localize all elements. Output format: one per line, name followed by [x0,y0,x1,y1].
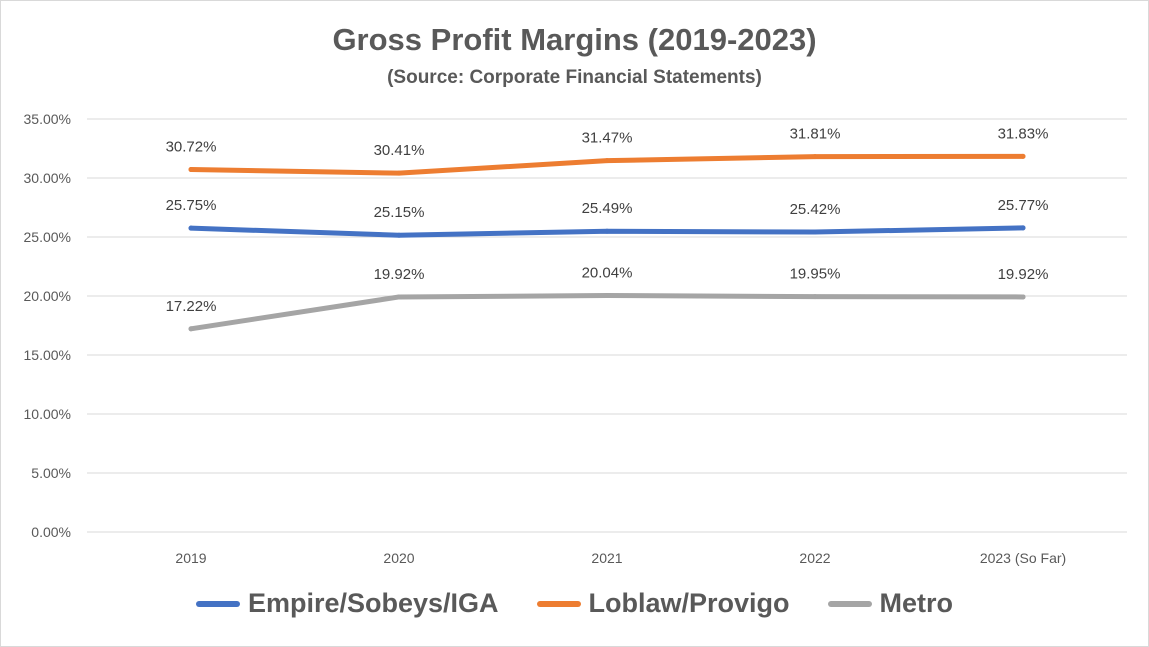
data-point [188,225,194,231]
data-point [188,326,194,332]
legend-swatch-metro [827,600,872,607]
y-tick-label: 25.00% [24,229,71,245]
data-label: 31.83% [998,125,1049,142]
y-tick-label: 15.00% [24,347,71,363]
data-point [812,154,818,160]
data-label: 25.42% [790,201,841,218]
data-label: 25.75% [166,197,217,214]
data-point [812,294,818,300]
data-point [396,294,402,300]
legend-label-metro: Metro [879,588,954,618]
x-tick-label: 2022 [799,550,830,566]
legend-label-empire: Empire/Sobeys/IGA [247,588,499,618]
y-tick-label: 5.00% [31,465,71,481]
data-point [188,167,194,173]
data-point [1020,225,1026,231]
legend-label-loblaw: Loblaw/Provigo [588,588,790,618]
y-tick-label: 30.00% [24,170,71,186]
data-label: 30.72% [166,139,217,156]
data-label: 31.47% [582,130,633,147]
data-label: 30.41% [374,142,425,159]
x-tick-label: 2019 [175,550,206,566]
data-point [1020,153,1026,159]
y-axis-tick-labels: 0.00% 5.00% 10.00% 15.00% 20.00% 25.00% 30.00%… [24,111,71,540]
data-point [604,158,610,164]
x-axis-tick-labels: 2019 2020 2021 2022 2023 (So Far) [175,550,1066,566]
y-tick-label: 35.00% [24,111,71,127]
data-point [396,170,402,176]
gridlines [87,118,1127,533]
data-label: 19.92% [998,266,1049,283]
legend-swatch-loblaw [536,600,581,607]
y-tick-label: 10.00% [24,406,71,422]
data-label: 20.04% [582,265,633,282]
data-point [1020,294,1026,300]
x-tick-label: 2020 [383,550,414,566]
data-point [812,229,818,235]
data-labels: 25.75% 25.15% 25.49% 25.42% 25.77% 30.72% 30.4… [166,125,1049,314]
chart-title: Gross Profit Margins (2019-2023) [332,22,817,57]
data-point [604,293,610,299]
legend-entry-metro: Metro [827,588,954,619]
legend: Empire/Sobeys/IGA Loblaw/Provigo Metro [0,588,1149,619]
x-tick-label: 2021 [591,550,622,566]
series-line-2 [188,293,1026,332]
data-label: 17.22% [166,298,217,315]
y-tick-label: 0.00% [31,524,71,540]
x-tick-label: 2023 (So Far) [980,550,1066,566]
data-point [396,232,402,238]
series-lines [188,153,1026,332]
y-tick-label: 20.00% [24,288,71,304]
data-label: 31.81% [790,126,841,143]
data-label: 19.95% [790,266,841,283]
data-label: 25.49% [582,200,633,217]
legend-swatch-empire [195,600,240,607]
data-label: 25.15% [374,204,425,221]
data-label: 25.77% [998,197,1049,214]
data-label: 19.92% [374,266,425,283]
legend-entry-loblaw: Loblaw/Provigo [536,588,790,619]
legend-entry-empire: Empire/Sobeys/IGA [195,588,499,619]
chart-subtitle: (Source: Corporate Financial Statements) [387,67,762,88]
data-point [604,228,610,234]
